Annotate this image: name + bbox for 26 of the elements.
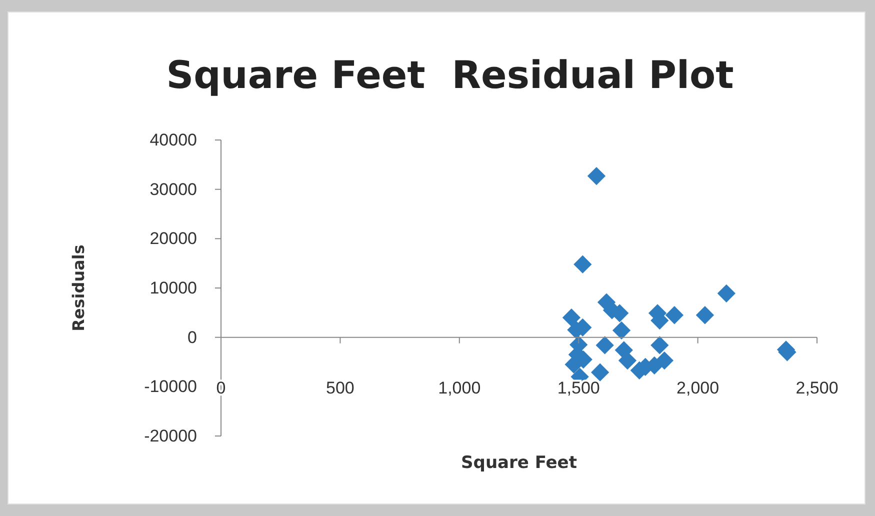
point <box>596 336 614 354</box>
y-tick-label: 20000 <box>150 229 197 248</box>
x-tick-label: 1,500 <box>557 378 600 398</box>
point <box>665 306 684 324</box>
x-tick-label: 1,000 <box>438 378 481 398</box>
point <box>587 166 606 186</box>
y-tick-label: 40000 <box>150 130 197 150</box>
x-tick-label: 500 <box>326 378 354 398</box>
point <box>655 351 674 370</box>
point <box>650 336 669 354</box>
y-tick-label: 0 <box>188 328 197 347</box>
chart-title: Square Feet Residual Plot <box>166 53 734 97</box>
point <box>590 363 610 382</box>
y-tick-label: -10000 <box>144 377 197 396</box>
point <box>717 284 736 302</box>
point <box>612 321 631 340</box>
x-tick-label: 2,500 <box>796 378 838 398</box>
x-tick-label: 2,000 <box>676 378 720 398</box>
y-tick-label: -20000 <box>144 426 197 446</box>
point <box>562 308 581 327</box>
y-axis-title: Residuals <box>69 244 88 332</box>
point <box>696 306 714 324</box>
y-tick-label: 30000 <box>150 180 197 199</box>
y-tick-label: 10000 <box>150 278 197 298</box>
x-axis-title: Square Feet <box>461 453 577 473</box>
point <box>574 255 592 274</box>
